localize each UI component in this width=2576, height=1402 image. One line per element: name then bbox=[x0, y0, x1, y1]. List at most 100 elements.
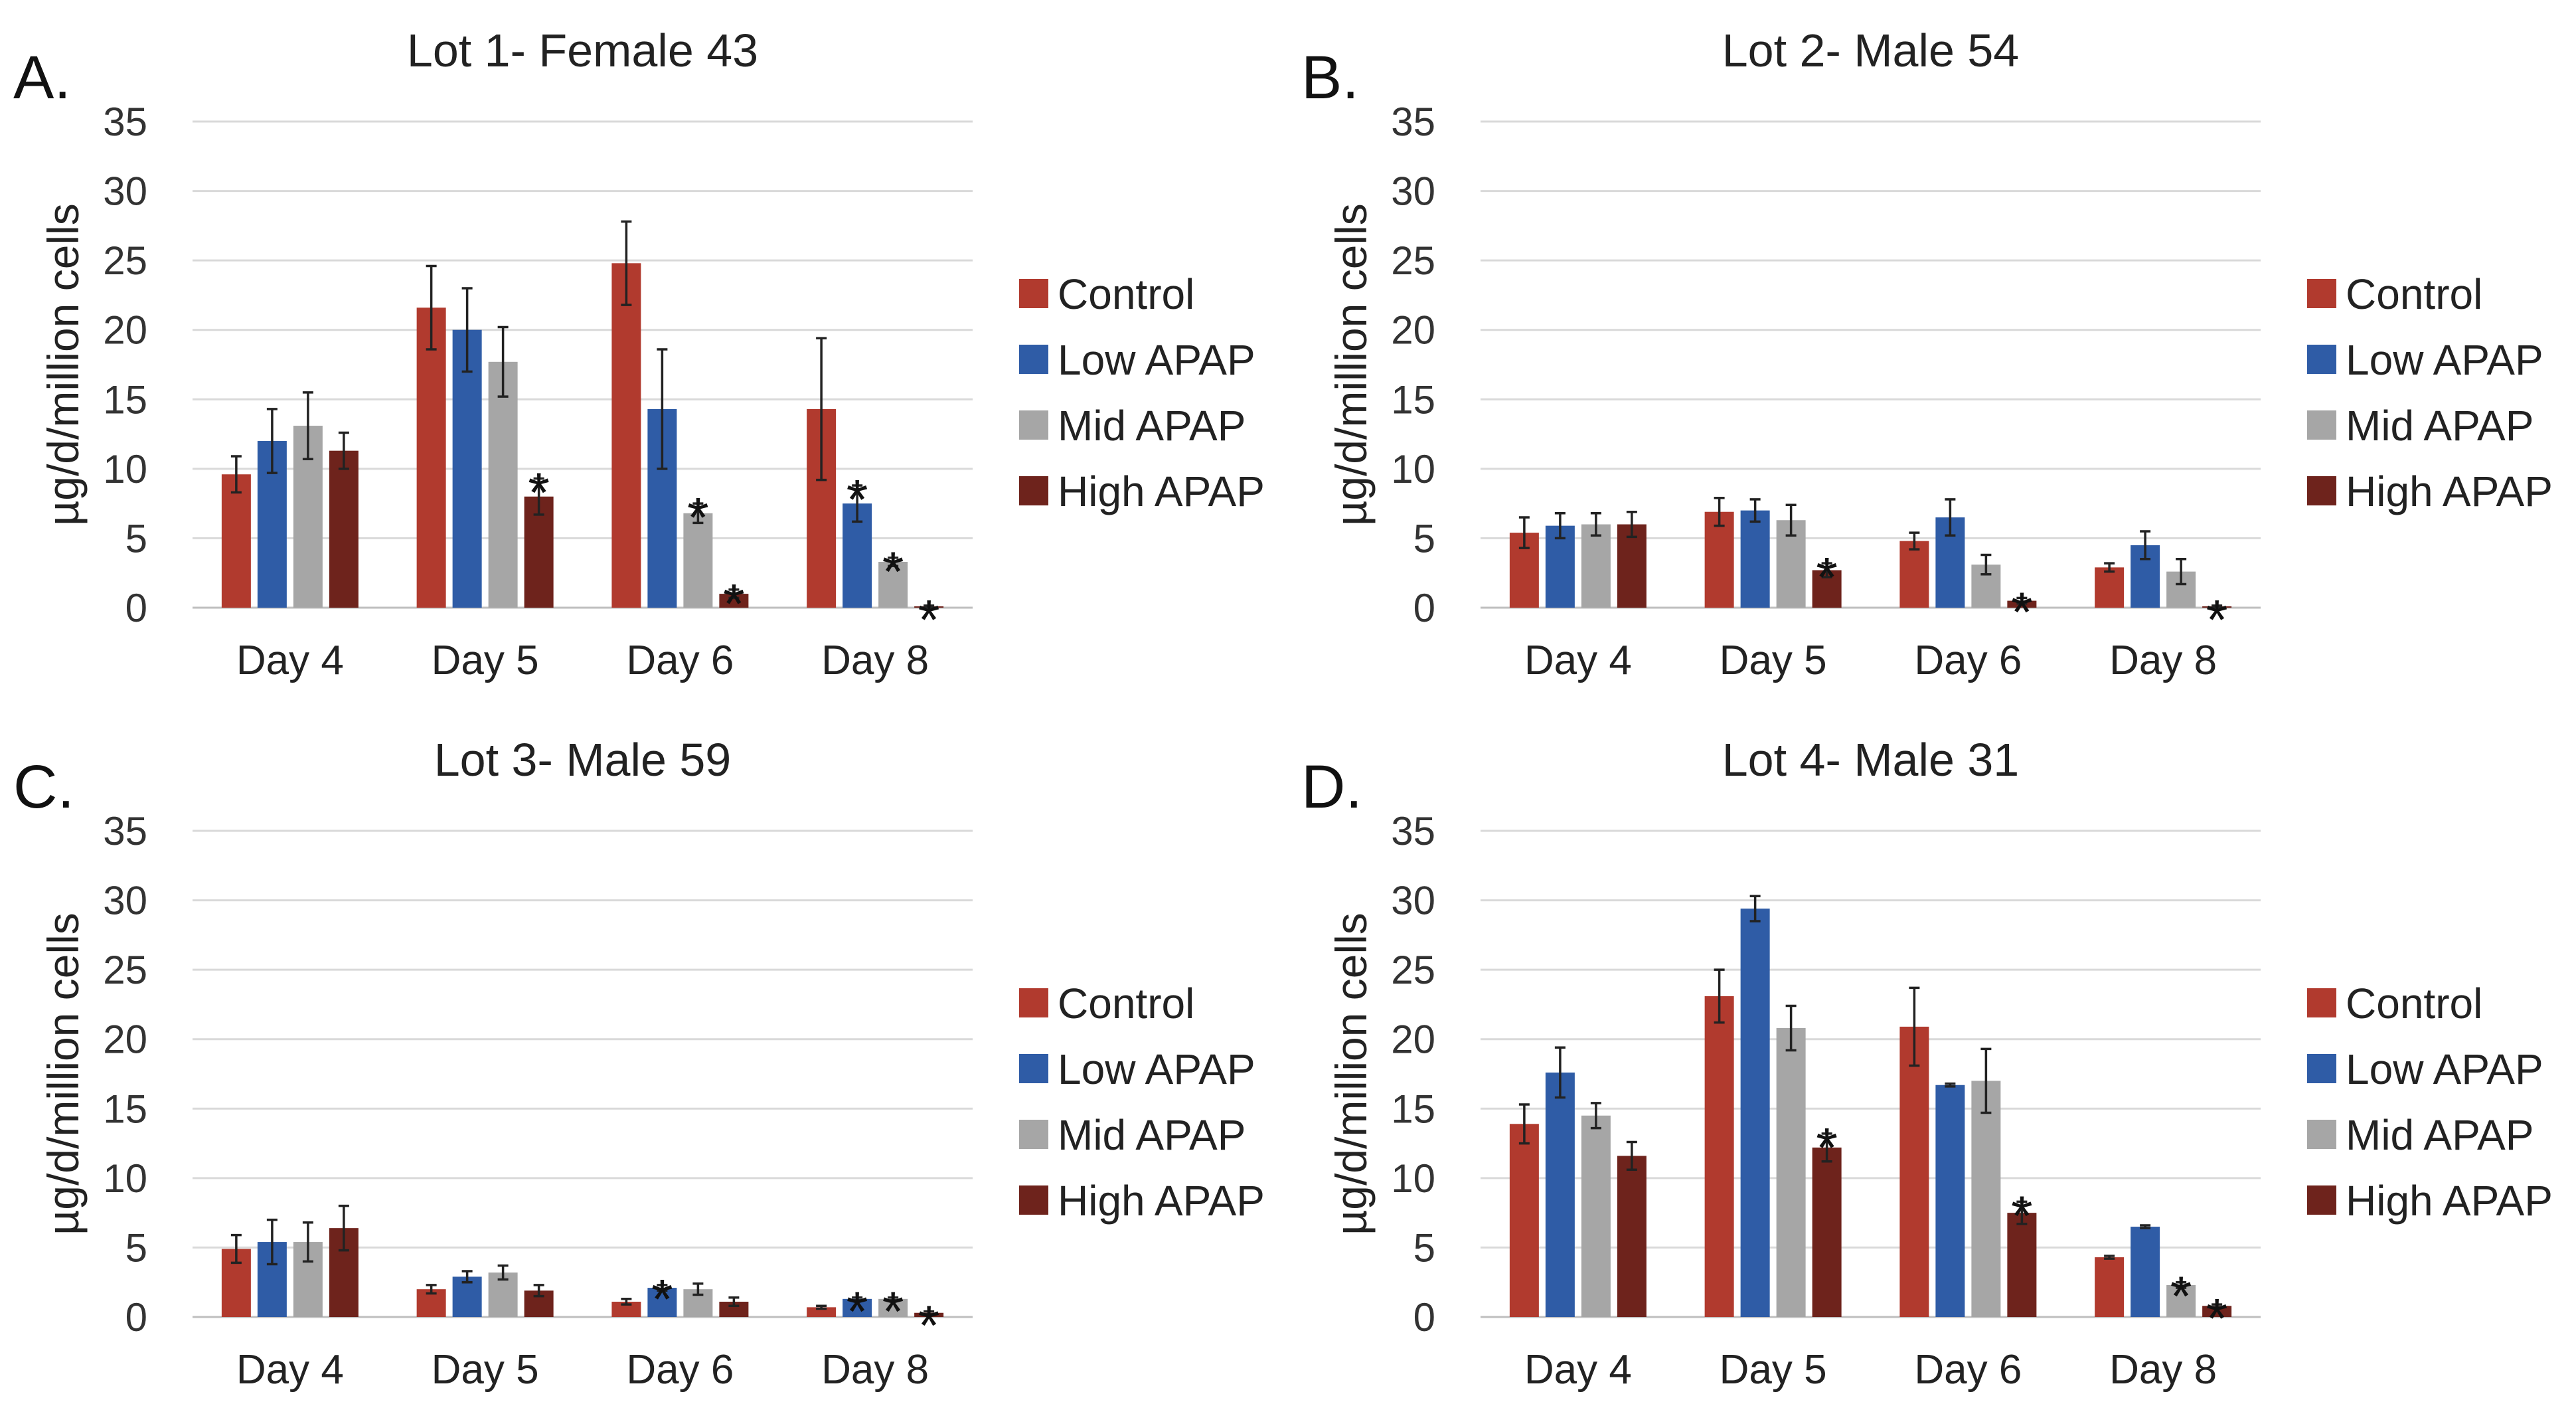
chart-panel-d: D. Lot 4- Male 31 µg/d/million cells 0 5 10 15… bbox=[1301, 734, 2553, 1393]
legend-label: High APAP bbox=[2346, 1177, 2553, 1225]
legend-swatch bbox=[2307, 1120, 2336, 1149]
error-bar bbox=[1909, 986, 1920, 1067]
legend-swatch bbox=[1019, 1185, 1048, 1215]
significance-asterisk: * bbox=[2206, 588, 2228, 651]
y-tick-label: 5 bbox=[1413, 516, 1435, 561]
error-bar bbox=[2104, 562, 2115, 573]
x-category-label: Day 5 bbox=[432, 638, 539, 683]
y-tick-label: 5 bbox=[125, 516, 147, 561]
error-bar bbox=[621, 1298, 632, 1306]
significance-asterisk: * bbox=[846, 1280, 868, 1343]
y-tick-label: 35 bbox=[103, 809, 147, 853]
legend-item-mid-apap: Mid APAP bbox=[1019, 402, 1246, 450]
legend-item-control: Control bbox=[2307, 980, 2482, 1027]
y-tick-label: 15 bbox=[103, 1087, 147, 1131]
x-category-label: Day 6 bbox=[1914, 638, 2022, 683]
bar-high-apap-day-4 bbox=[329, 450, 359, 608]
error-bar bbox=[657, 1284, 668, 1292]
legend-label: High APAP bbox=[1058, 468, 1265, 515]
y-tick-label: 30 bbox=[1391, 879, 1435, 923]
legend-swatch bbox=[1019, 279, 1048, 308]
x-category-label: Day 5 bbox=[1720, 1347, 1827, 1393]
error-bar bbox=[1785, 1004, 1797, 1052]
error-bar bbox=[657, 348, 668, 470]
y-tick-label: 10 bbox=[1391, 447, 1435, 491]
x-category-label: Day 6 bbox=[626, 1347, 734, 1393]
bar-control-day-8 bbox=[2095, 567, 2125, 608]
error-bar bbox=[1980, 1047, 1992, 1114]
legend: Control Low APAP Mid APAP High APAP bbox=[2307, 270, 2553, 515]
error-bar bbox=[2212, 1303, 2223, 1309]
legend-item-control: Control bbox=[1019, 270, 1194, 318]
significance-asterisk: * bbox=[528, 461, 550, 523]
error-bar bbox=[1714, 968, 1725, 1024]
y-axis-label: µg/d/million cells bbox=[1327, 913, 1376, 1235]
error-bar bbox=[888, 556, 899, 568]
legend-item-low-apap: Low APAP bbox=[2307, 1045, 2543, 1093]
y-tick-label: 20 bbox=[1391, 1017, 1435, 1062]
significance-asterisk: * bbox=[846, 468, 868, 531]
legend-item-low-apap: Low APAP bbox=[1019, 336, 1255, 384]
legend-label: Mid APAP bbox=[2346, 402, 2534, 450]
error-bar bbox=[728, 1296, 740, 1308]
legend-item-high-apap: High APAP bbox=[1019, 468, 1265, 515]
error-bar bbox=[2212, 604, 2223, 608]
y-tick-label: 30 bbox=[103, 169, 147, 214]
y-axis-label: µg/d/million cells bbox=[1327, 203, 1376, 526]
legend-label: Low APAP bbox=[1058, 1045, 1255, 1093]
error-bar bbox=[816, 1304, 827, 1310]
y-tick-label: 0 bbox=[125, 1295, 147, 1340]
error-bar bbox=[533, 477, 544, 516]
legend-label: Control bbox=[1058, 980, 1194, 1027]
bar-control-day-8 bbox=[2095, 1257, 2125, 1317]
bar-high-apap-day-6 bbox=[719, 1301, 749, 1317]
error-bar bbox=[1785, 503, 1797, 537]
legend-swatch bbox=[1019, 1120, 1048, 1149]
bar-control-day-6 bbox=[611, 263, 641, 608]
chart-panel-a: A. Lot 1- Female 43 µg/d/million cells 0 5 10… bbox=[13, 25, 1265, 683]
error-bar bbox=[2140, 1224, 2151, 1229]
bar-mid-apap-day-8 bbox=[2166, 1284, 2196, 1317]
x-category-label: Day 6 bbox=[626, 638, 734, 683]
y-tick-label: 15 bbox=[1391, 1087, 1435, 1131]
error-bar bbox=[461, 1270, 473, 1284]
error-bar bbox=[230, 1233, 242, 1265]
bar-mid-apap-day-5 bbox=[1776, 1027, 1806, 1317]
legend: Control Low APAP Mid APAP High APAP bbox=[1019, 270, 1265, 515]
error-bar bbox=[1980, 553, 1992, 576]
legend-label: Control bbox=[1058, 270, 1194, 318]
error-bar bbox=[426, 264, 437, 351]
legend-swatch bbox=[2307, 1185, 2336, 1215]
y-tick-label: 0 bbox=[1413, 586, 1435, 630]
y-tick-label: 10 bbox=[103, 1156, 147, 1201]
bar-high-apap-day-6 bbox=[719, 594, 749, 608]
bar-mid-apap-day-6 bbox=[1971, 1081, 2001, 1317]
legend-label: Mid APAP bbox=[2346, 1111, 2534, 1159]
legend: Control Low APAP Mid APAP High APAP bbox=[1019, 980, 1265, 1225]
legend-label: Low APAP bbox=[1058, 336, 1255, 384]
legend-item-low-apap: Low APAP bbox=[1019, 1045, 1255, 1093]
y-axis-label: µg/d/million cells bbox=[39, 203, 88, 526]
x-category-label: Day 5 bbox=[1720, 638, 1827, 683]
error-bar bbox=[497, 1264, 509, 1281]
chart-title: Lot 4- Male 31 bbox=[1722, 734, 2019, 786]
error-bar bbox=[1945, 498, 1956, 537]
panel-letter: D. bbox=[1301, 753, 1362, 821]
chart-panel-b: B. Lot 2- Male 54 µg/d/million cells 0 5 10 15… bbox=[1301, 25, 2553, 683]
y-tick-label: 0 bbox=[1413, 1295, 1435, 1340]
error-bar bbox=[728, 588, 740, 600]
bar-mid-apap-day-5 bbox=[488, 361, 518, 608]
significance-asterisk: * bbox=[2206, 1287, 2228, 1350]
legend-label: Low APAP bbox=[2346, 1045, 2543, 1093]
bar-control-day-5 bbox=[416, 307, 446, 608]
bar-control-day-6 bbox=[611, 1301, 641, 1317]
error-bar bbox=[1945, 1082, 1956, 1088]
error-bar bbox=[1749, 498, 1761, 523]
bar-low-apap-day-5 bbox=[452, 329, 482, 608]
chart-title: Lot 2- Male 54 bbox=[1722, 25, 2019, 76]
significance-asterisk: * bbox=[2011, 580, 2033, 643]
y-tick-label: 25 bbox=[103, 948, 147, 992]
significance-asterisk: * bbox=[882, 1280, 904, 1343]
bar-mid-apap-day-8 bbox=[878, 561, 908, 608]
